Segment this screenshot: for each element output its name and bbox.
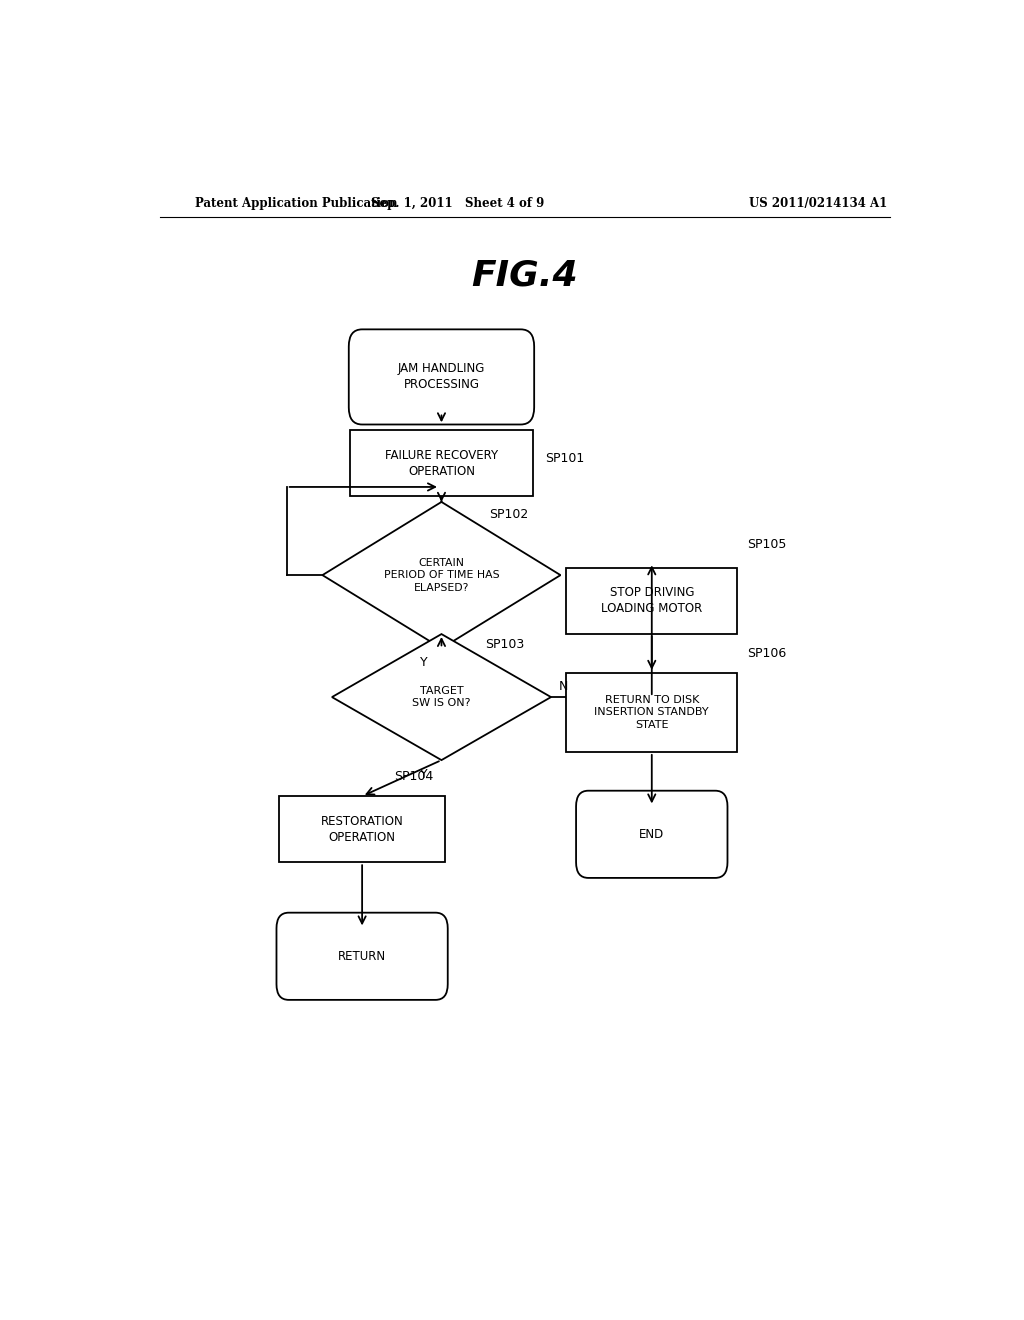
Text: SP101: SP101 [545, 451, 584, 465]
Text: Sep. 1, 2011   Sheet 4 of 9: Sep. 1, 2011 Sheet 4 of 9 [371, 197, 544, 210]
Text: JAM HANDLING
PROCESSING: JAM HANDLING PROCESSING [397, 363, 485, 392]
Text: US 2011/0214134 A1: US 2011/0214134 A1 [750, 197, 888, 210]
Text: STOP DRIVING
LOADING MOTOR: STOP DRIVING LOADING MOTOR [601, 586, 702, 615]
Polygon shape [323, 502, 560, 648]
Text: SP104: SP104 [394, 770, 433, 783]
Text: FIG.4: FIG.4 [471, 259, 579, 292]
FancyBboxPatch shape [566, 568, 737, 634]
Text: Patent Application Publication: Patent Application Publication [196, 197, 398, 210]
Text: SP103: SP103 [485, 638, 524, 651]
Text: Y: Y [420, 656, 428, 669]
Text: FAILURE RECOVERY
OPERATION: FAILURE RECOVERY OPERATION [385, 449, 498, 478]
FancyBboxPatch shape [276, 912, 447, 999]
FancyBboxPatch shape [279, 796, 445, 862]
Text: CERTAIN
PERIOD OF TIME HAS
ELAPSED?: CERTAIN PERIOD OF TIME HAS ELAPSED? [384, 558, 500, 593]
Text: SP102: SP102 [489, 508, 528, 520]
FancyBboxPatch shape [577, 791, 727, 878]
FancyBboxPatch shape [350, 430, 532, 496]
FancyBboxPatch shape [349, 330, 535, 425]
Text: SP106: SP106 [748, 647, 786, 660]
Text: TARGET
SW IS ON?: TARGET SW IS ON? [413, 686, 471, 709]
Text: RETURN: RETURN [338, 950, 386, 962]
Text: SP105: SP105 [748, 539, 786, 552]
Text: RETURN TO DISK
INSERTION STANDBY
STATE: RETURN TO DISK INSERTION STANDBY STATE [595, 694, 709, 730]
Text: END: END [639, 828, 665, 841]
Text: Y: Y [420, 768, 428, 781]
Text: RESTORATION
OPERATION: RESTORATION OPERATION [321, 814, 403, 843]
Text: N: N [559, 680, 568, 693]
FancyBboxPatch shape [566, 673, 737, 752]
Polygon shape [332, 634, 551, 760]
